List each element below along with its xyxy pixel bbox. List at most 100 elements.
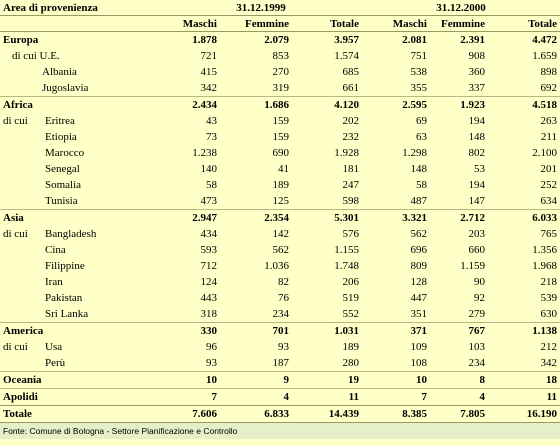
cell: 4.472: [488, 31, 560, 48]
prefix: di cui: [3, 115, 28, 127]
cell: 147: [468, 195, 486, 207]
cell: 218: [540, 276, 558, 288]
cell: 2.079: [220, 31, 292, 48]
cell: 1.878: [160, 31, 220, 48]
cell: 415: [200, 66, 218, 78]
cell: 692: [540, 82, 558, 94]
cell: 14.439: [292, 405, 362, 423]
cell: 342: [200, 82, 218, 94]
cell: 124: [200, 276, 218, 288]
cell: 1.138: [488, 322, 560, 339]
cell: 809: [410, 260, 428, 272]
cell: 8: [430, 371, 488, 389]
item-label: Usa: [45, 341, 63, 353]
period: 31.12.2000: [362, 0, 560, 16]
prefix: [0, 258, 42, 274]
cell: 181: [342, 163, 360, 175]
header-row: Area di provenienza 31.12.1999 31.12.2000: [0, 0, 560, 16]
item-label: Perù: [45, 357, 66, 369]
prefix: [0, 355, 42, 372]
cell: 16.190: [488, 405, 560, 423]
cell: 539: [540, 292, 558, 304]
cell: 194: [468, 115, 486, 127]
cell: 189: [342, 341, 360, 353]
column-header: Maschi: [362, 15, 430, 32]
section-row: America 330 701 1.031 371 767 1.138: [0, 322, 560, 339]
cell: 1.036: [264, 260, 289, 272]
item-row: di cui Eritrea 43 159 202 69 194 263: [0, 113, 560, 129]
cell: 487: [410, 195, 428, 207]
cell: 7: [160, 388, 220, 406]
cell: 234: [272, 308, 290, 320]
prefix: [0, 161, 42, 177]
cell: 93: [278, 341, 289, 353]
section-name: Africa: [0, 96, 160, 113]
cell: 552: [342, 308, 360, 320]
cell: 473: [200, 195, 218, 207]
cell: 69: [416, 115, 427, 127]
item-row: Somalia 58 189 247 58 194 252: [0, 177, 560, 193]
cell: 767: [430, 322, 488, 339]
section-name: Apolidi: [0, 388, 160, 406]
cell: 11: [488, 388, 560, 406]
item-row: Cina 593 562 1.155 696 660 1.356: [0, 242, 560, 258]
cell: 189: [272, 179, 290, 191]
cell: 9: [220, 371, 292, 389]
cell: 6.033: [488, 209, 560, 226]
cell: 194: [468, 179, 486, 191]
cell: 1.356: [532, 244, 557, 256]
cell: 802: [468, 147, 486, 159]
cell: 1.659: [532, 50, 557, 62]
cell: 447: [410, 292, 428, 304]
prefix: di cui: [3, 341, 28, 353]
item-row: Etiopia 73 159 232 63 148 211: [0, 129, 560, 145]
cell: 82: [278, 276, 289, 288]
item-label: Cina: [45, 244, 66, 256]
cell: 203: [468, 228, 486, 240]
cell: 3.957: [292, 31, 362, 48]
header-row: Maschi Femmine Totale Maschi Femmine Totale: [0, 15, 560, 32]
cell: 247: [342, 179, 360, 191]
cell: 443: [200, 292, 218, 304]
prefix: di cui: [3, 228, 28, 240]
cell: 1.748: [334, 260, 359, 272]
cell: 92: [474, 292, 485, 304]
section-name: Asia: [0, 209, 160, 226]
cell: 1.928: [334, 147, 359, 159]
cell: 1.159: [460, 260, 485, 272]
section-row: Apolidi 7 4 11 7 4 11: [0, 388, 560, 406]
cell: 148: [410, 163, 428, 175]
item-row: di cui Usa 96 93 189 109 103 212: [0, 339, 560, 355]
cell: 351: [410, 308, 428, 320]
cell: 2.712: [430, 209, 488, 226]
cell: 148: [468, 131, 486, 143]
cell: 108: [410, 357, 428, 369]
cell: 103: [468, 341, 486, 353]
item-label: Etiopia: [45, 131, 77, 143]
cell: 187: [272, 357, 290, 369]
cell: 125: [272, 195, 290, 207]
cell: 19: [292, 371, 362, 389]
total-name: Totale: [0, 405, 160, 423]
cell: 2.081: [362, 31, 430, 48]
cell: 4: [430, 388, 488, 406]
cell: 519: [342, 292, 360, 304]
section-row: Asia 2.947 2.354 5.301 3.321 2.712 6.033: [0, 209, 560, 226]
item-row: Albania 415 270 685 538 360 898: [0, 64, 560, 80]
table: Area di provenienza 31.12.1999 31.12.2000 M…: [0, 0, 560, 423]
cell: 5.301: [292, 209, 362, 226]
cell: 630: [540, 308, 558, 320]
cell: 128: [410, 276, 428, 288]
cell: 63: [416, 131, 427, 143]
prefix: [0, 177, 42, 193]
cell: 908: [468, 50, 486, 62]
cell: 4.120: [292, 96, 362, 113]
cell: 58: [416, 179, 427, 191]
cell: 434: [200, 228, 218, 240]
cell: 1.686: [220, 96, 292, 113]
item-label: Filippine: [45, 260, 85, 272]
cell: 853: [272, 50, 290, 62]
item-row: di cui Bangladesh 434 142 576 562 203 765: [0, 226, 560, 242]
cell: 252: [540, 179, 558, 191]
